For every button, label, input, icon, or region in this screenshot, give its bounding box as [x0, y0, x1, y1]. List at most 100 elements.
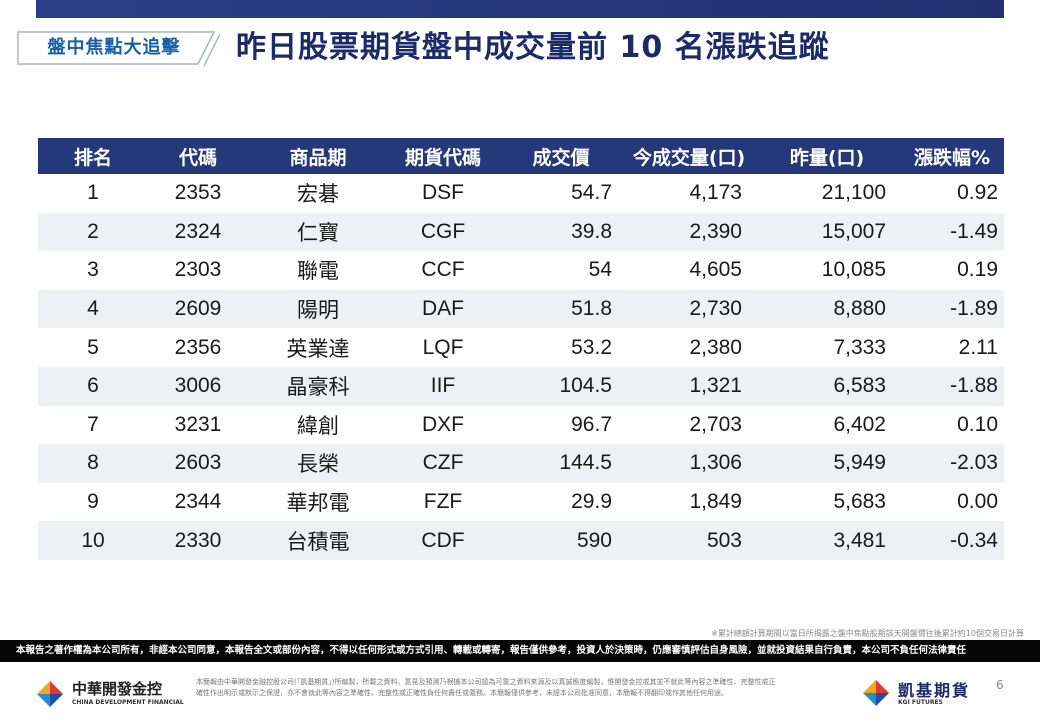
cell-volume: 2,703 — [624, 405, 754, 445]
cell-rank: 6 — [38, 366, 148, 406]
cell-price: 96.7 — [498, 405, 624, 445]
table-row: 8 2603 長榮 CZF 144.5 1,306 5,949 -2.03 — [38, 444, 1004, 483]
cdf-logo: 中華開發金控 CHINA DEVELOPMENT FINANCIAL — [36, 676, 186, 712]
cell-change-pct: 0.10 — [900, 405, 1004, 445]
cell-rank: 10 — [38, 521, 148, 560]
cell-volume: 4,173 — [624, 174, 754, 213]
col-header-rank: 排名 — [38, 138, 148, 174]
cell-yesterday-volume: 3,481 — [754, 521, 900, 560]
cell-stock-code: 2356 — [148, 328, 248, 367]
table-row: 1 2353 宏碁 DSF 54.7 4,173 21,100 0.92 — [38, 174, 1004, 213]
tag-frame — [17, 31, 221, 67]
cell-yesterday-volume: 5,949 — [754, 444, 900, 483]
cell-product-name: 聯電 — [248, 251, 388, 290]
col-header-futures-code: 期貨代碼 — [388, 138, 498, 174]
cell-rank: 7 — [38, 405, 148, 445]
cell-yesterday-volume: 21,100 — [754, 174, 900, 213]
cell-futures-code: FZF — [388, 482, 498, 522]
page-title: 昨日股票期貨盤中成交量前 10 名漲跌追蹤 — [236, 30, 830, 65]
cell-futures-code: DXF — [388, 405, 498, 445]
table-row: 4 2609 陽明 DAF 51.8 2,730 8,880 -1.89 — [38, 289, 1004, 329]
cell-rank: 3 — [38, 251, 148, 290]
cell-change-pct: -2.03 — [900, 444, 1004, 483]
cell-change-pct: -1.89 — [900, 289, 1004, 329]
cell-volume: 1,306 — [624, 444, 754, 483]
cell-rank: 9 — [38, 482, 148, 522]
cell-stock-code: 2603 — [148, 444, 248, 483]
cdf-logo-icon — [37, 681, 63, 707]
cell-rank: 4 — [38, 289, 148, 329]
table-row: 2 2324 仁寶 CGF 39.8 2,390 15,007 -1.49 — [38, 212, 1004, 252]
cell-stock-code: 2344 — [148, 482, 248, 522]
cell-change-pct: 2.11 — [900, 328, 1004, 367]
cdf-logo-english: CHINA DEVELOPMENT FINANCIAL — [72, 699, 184, 706]
cell-stock-code: 2609 — [148, 289, 248, 329]
table-body: 1 2353 宏碁 DSF 54.7 4,173 21,100 0.92 2 2324 仁寶 CGF 3… — [38, 174, 1004, 560]
cell-yesterday-volume: 8,880 — [754, 289, 900, 329]
col-header-code: 代碼 — [148, 138, 248, 174]
cell-price: 54 — [498, 251, 624, 290]
cell-rank: 8 — [38, 444, 148, 483]
cell-price: 590 — [498, 521, 624, 560]
section-tag: 盤中焦點大追擊 — [14, 28, 222, 68]
table-row: 10 2330 台積電 CDF 590 503 3,481 -0.34 — [38, 521, 1004, 560]
kgi-logo: 凱基期貨 KGI FUTURES — [862, 676, 982, 712]
cell-price: 29.9 — [498, 482, 624, 522]
cell-volume: 503 — [624, 521, 754, 560]
cell-product-name: 宏碁 — [248, 174, 388, 213]
section-tag-label: 盤中焦點大追擊 — [47, 37, 181, 58]
cell-product-name: 陽明 — [248, 289, 388, 329]
cell-futures-code: CGF — [388, 212, 498, 252]
cell-yesterday-volume: 7,333 — [754, 328, 900, 367]
cell-yesterday-volume: 15,007 — [754, 212, 900, 252]
cell-price: 54.7 — [498, 174, 624, 213]
col-header-yesterday-volume: 昨量(口) — [754, 138, 900, 174]
cell-volume: 2,380 — [624, 328, 754, 367]
footer-disclaimer: 本簡報由中華開發金融控股公司(「凱基期貨」)所編製，所載之資料、意見及預測乃根據… — [196, 678, 776, 697]
table-row: 6 3006 晶豪科 IIF 104.5 1,321 6,583 -1.88 — [38, 366, 1004, 406]
cell-change-pct: -1.88 — [900, 366, 1004, 406]
cdf-logo-name: 中華開發金控 — [72, 680, 163, 698]
cell-stock-code: 2330 — [148, 521, 248, 560]
cell-change-pct: -1.49 — [900, 212, 1004, 252]
table-row: 3 2303 聯電 CCF 54 4,605 10,085 0.19 — [38, 251, 1004, 290]
cell-stock-code: 3006 — [148, 366, 248, 406]
cell-futures-code: LQF — [388, 328, 498, 367]
kgi-logo-name: 凱基期貨 — [898, 681, 971, 700]
cell-change-pct: -0.34 — [900, 521, 1004, 560]
cell-rank: 1 — [38, 174, 148, 213]
cell-yesterday-volume: 6,583 — [754, 366, 900, 406]
cell-rank: 2 — [38, 212, 148, 252]
table-row: 7 3231 緯創 DXF 96.7 2,703 6,402 0.10 — [38, 405, 1004, 445]
cell-volume: 2,390 — [624, 212, 754, 252]
cell-yesterday-volume: 5,683 — [754, 482, 900, 522]
cell-volume: 1,321 — [624, 366, 754, 406]
kgi-logo-icon — [863, 680, 889, 706]
calculation-note: ※累計總額計算期間以當日所揭露之盤中焦點股期該天開盤價往後累計約10個交易日計算 — [711, 629, 1024, 638]
cell-change-pct: 0.00 — [900, 482, 1004, 522]
kgi-logo-english: KGI FUTURES — [898, 699, 943, 706]
cell-price: 51.8 — [498, 289, 624, 329]
cell-price: 104.5 — [498, 366, 624, 406]
cell-product-name: 緯創 — [248, 405, 388, 445]
col-header-price: 成交價 — [498, 138, 624, 174]
cell-stock-code: 3231 — [148, 405, 248, 445]
cell-futures-code: CDF — [388, 521, 498, 560]
cell-product-name: 長榮 — [248, 444, 388, 483]
cell-yesterday-volume: 6,402 — [754, 405, 900, 445]
cell-change-pct: 0.92 — [900, 174, 1004, 213]
cell-volume: 4,605 — [624, 251, 754, 290]
cell-volume: 1,849 — [624, 482, 754, 522]
cell-futures-code: DSF — [388, 174, 498, 213]
col-header-volume: 今成交量(口) — [624, 138, 754, 174]
cell-product-name: 晶豪科 — [248, 366, 388, 406]
cell-change-pct: 0.19 — [900, 251, 1004, 290]
cell-product-name: 仁寶 — [248, 212, 388, 252]
table-header-row: 排名 代碼 商品期 期貨代碼 成交價 今成交量(口) 昨量(口) 漲跌幅% — [38, 138, 1004, 174]
cell-stock-code: 2324 — [148, 212, 248, 252]
col-header-change-pct: 漲跌幅% — [900, 138, 1004, 174]
col-header-name: 商品期 — [248, 138, 388, 174]
table-row: 5 2356 英業達 LQF 53.2 2,380 7,333 2.11 — [38, 328, 1004, 367]
cell-stock-code: 2353 — [148, 174, 248, 213]
